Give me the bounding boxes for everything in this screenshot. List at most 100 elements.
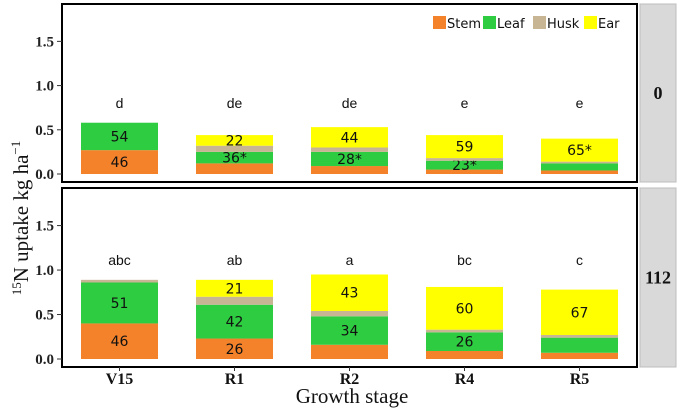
y-axis-title-main: N uptake kg ha <box>9 154 33 282</box>
bar-segment-leaf <box>81 122 158 151</box>
legend-key-ear <box>584 16 597 29</box>
panels-layer: 4654d36*22de28*44de23*59e65*e4651abc2642… <box>61 3 638 368</box>
bar-segment-husk <box>311 147 388 152</box>
segment-label-leaf: 51 <box>111 296 129 312</box>
y-tick-label: 1.0 <box>35 263 54 279</box>
legend-label-leaf: Leaf <box>497 17 525 32</box>
significance-letter: ab <box>227 252 243 268</box>
bar-segment-stem <box>196 163 273 174</box>
bar-segment-leaf <box>311 151 388 167</box>
bar-segment-husk <box>311 310 388 317</box>
bar-segment-husk <box>81 279 158 283</box>
x-axis-title: Growth stage <box>296 384 409 408</box>
bar-segment-ear <box>311 127 388 148</box>
bar-segment-husk <box>541 161 618 164</box>
bar-segment-leaf <box>541 337 618 353</box>
bar-segment-leaf <box>196 151 273 164</box>
legend: Stem Leaf Husk Ear <box>433 16 620 32</box>
bar-segment-stem <box>426 350 503 359</box>
bar-segment-leaf <box>426 332 503 351</box>
segment-label-leaf: 36* <box>222 151 247 167</box>
significance-letter: bc <box>457 252 472 268</box>
bar-segment-leaf <box>81 282 158 324</box>
x-tick-label: R2 <box>340 371 360 388</box>
significance-letter: e <box>576 95 584 111</box>
bar-segment-stem <box>196 338 273 359</box>
legend-key-husk <box>533 16 546 29</box>
bar-segment-husk <box>196 296 273 305</box>
segment-label-stem: 26 <box>226 342 244 358</box>
significance-letter: de <box>227 95 243 111</box>
bar-segment-ear <box>541 138 618 162</box>
bar-segment-stem <box>81 323 158 359</box>
y-axis-title: 15N uptake kg ha−1 <box>8 141 33 296</box>
x-tick-label: V15 <box>106 371 134 388</box>
legend-label-stem: Stem <box>447 17 481 32</box>
segment-label-stem: 46 <box>111 155 129 171</box>
bar-segment-ear <box>541 289 618 335</box>
bar-segment-stem <box>541 170 618 174</box>
segment-label-leaf: 23* <box>452 158 477 174</box>
segment-label-ear: 59 <box>456 140 474 156</box>
segment-label-leaf: 26 <box>456 335 474 351</box>
bar-segment-stem <box>311 344 388 359</box>
x-tick-label: R5 <box>570 371 590 388</box>
panel-border <box>61 3 638 183</box>
bar-segment-ear <box>196 135 273 146</box>
panel-112: 46 51 abc 26 42 21 ab 34 43 a 26 60 bc 67 c <box>61 187 638 368</box>
legend-label-husk: Husk <box>547 17 580 32</box>
segment-label-ear: 65* <box>567 143 592 159</box>
y-tick-label: 1.0 <box>35 79 54 95</box>
legend-key-leaf <box>483 16 496 29</box>
y-tick-label: 1.5 <box>35 34 54 50</box>
bar-segment-ear <box>426 135 503 159</box>
facet-strip-background <box>639 3 677 183</box>
bar-segment-leaf <box>541 163 618 171</box>
segment-label-leaf: 34 <box>341 324 359 340</box>
facet-strip-label: 0 <box>654 83 663 103</box>
y-tick-label: 1.5 <box>35 219 54 235</box>
x-tick-label: R1 <box>225 371 245 388</box>
significance-letter: e <box>461 95 469 111</box>
y-axis-title-isotope: 15 <box>9 282 24 295</box>
facet-strip-label: 112 <box>645 268 671 288</box>
axes-layer: 0.0 0.5 1.0 1.5 0.0 0.5 1.0 1.5 V15 R1 R2 R4 R5 <box>35 34 589 388</box>
facet-strip-background <box>639 187 677 368</box>
bar-segment-ear <box>426 286 503 330</box>
segment-label-ear: 21 <box>226 281 244 297</box>
bar-segment-leaf <box>426 160 503 170</box>
bar-segment-husk <box>426 158 503 161</box>
segment-label-ear: 22 <box>226 133 244 149</box>
legend-label-ear: Ear <box>598 17 620 32</box>
x-tick-label: R4 <box>455 371 475 388</box>
segment-label-stem: 46 <box>111 334 129 350</box>
y-axis-title-exponent: −1 <box>8 141 23 155</box>
bar-segment-husk <box>196 145 273 152</box>
bar-segment-leaf <box>311 316 388 345</box>
significance-letter: d <box>116 95 124 111</box>
segment-label-leaf: 28* <box>337 152 362 168</box>
bar-segment-ear <box>311 274 388 311</box>
segment-label-leaf: 42 <box>226 315 244 331</box>
panel-0: 46 54 d 36* 22 de 28* 44 de 23* 59 e 65* e <box>61 3 638 183</box>
bar-segment-stem <box>541 352 618 359</box>
legend-key-stem <box>433 16 446 29</box>
bar-segment-husk <box>426 329 503 333</box>
bar-segment-leaf <box>196 304 273 339</box>
segment-label-ear: 60 <box>456 301 474 317</box>
significance-letter: c <box>576 252 583 268</box>
facet-strips: 0 112 <box>639 3 677 368</box>
y-tick-label: 0.5 <box>35 308 54 324</box>
segment-label-ear: 44 <box>341 130 359 146</box>
bar-segment-stem <box>426 169 503 174</box>
significance-letter: a <box>346 252 354 268</box>
y-tick-label: 0.0 <box>35 352 54 368</box>
bar-segment-stem <box>81 150 158 174</box>
y-tick-label: 0.5 <box>35 123 54 139</box>
bar-segment-ear <box>196 279 273 297</box>
bar-segment-husk <box>541 334 618 338</box>
segment-label-leaf: 54 <box>111 129 129 145</box>
segment-label-ear: 67 <box>571 305 589 321</box>
